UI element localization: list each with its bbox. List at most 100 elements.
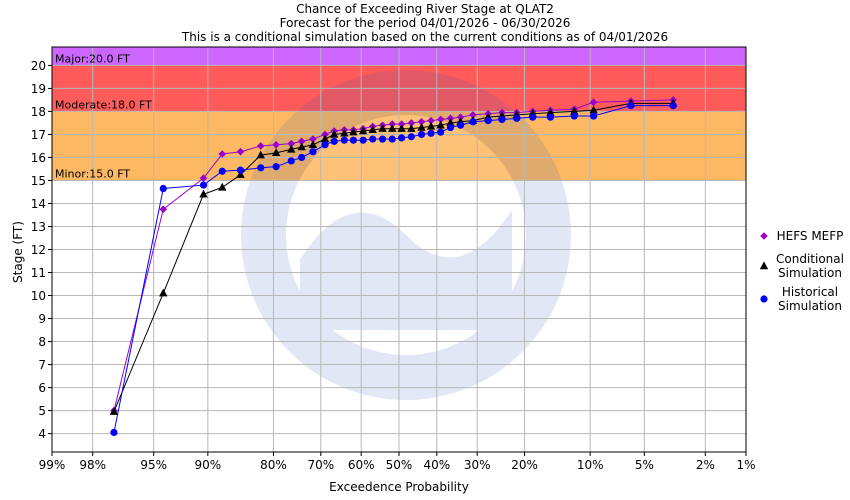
- x-tick-label: 50%: [386, 458, 413, 472]
- data-point-historical-simulation: [287, 157, 295, 165]
- data-point-historical-simulation: [469, 118, 477, 126]
- data-point-conditional-simulation: [358, 126, 368, 135]
- data-point-conditional-simulation: [417, 122, 426, 131]
- y-tick-label: 18: [31, 105, 46, 119]
- legend-marker-historical-simulation: [760, 295, 768, 303]
- data-point-conditional-simulation: [297, 142, 306, 151]
- legend-label-historical-simulation: Historical: [782, 285, 838, 299]
- data-point-conditional-simulation: [570, 106, 579, 115]
- data-point-conditional-simulation: [308, 140, 318, 148]
- grid-lines: [51, 47, 747, 452]
- data-point-conditional-simulation: [378, 124, 387, 132]
- series-layer: [109, 96, 678, 437]
- data-point-historical-simulation: [159, 184, 167, 193]
- data-point-historical-simulation: [388, 135, 396, 143]
- data-point-historical-simulation: [199, 181, 208, 189]
- data-point-hefs-mefp: [427, 116, 435, 125]
- data-point-historical-simulation: [627, 102, 635, 110]
- x-tick-label: 98%: [79, 458, 106, 472]
- data-point-historical-simulation: [330, 137, 338, 145]
- y-tick-label: 7: [38, 358, 46, 372]
- data-point-hefs-mefp: [388, 120, 397, 128]
- data-point-conditional-simulation: [397, 124, 406, 132]
- data-point-historical-simulation: [349, 136, 358, 144]
- x-tick-label: 95%: [140, 458, 167, 472]
- data-point-hefs-mefp: [446, 114, 455, 123]
- data-point-hefs-mefp: [589, 98, 598, 107]
- legend-label-hefs-mefp: HEFS MEFP: [777, 229, 844, 243]
- data-point-historical-simulation: [427, 129, 435, 137]
- y-tick-label: 13: [31, 220, 46, 234]
- noaa-watermark: [241, 70, 571, 400]
- data-point-conditional-simulation: [436, 120, 445, 129]
- data-point-conditional-simulation: [340, 128, 349, 137]
- y-tick-label: 15: [31, 174, 46, 188]
- data-point-conditional-simulation: [349, 127, 358, 136]
- y-tick-label: 20: [31, 59, 46, 73]
- y-tick-label: 10: [31, 289, 46, 303]
- legend-label-historical-simulation: Simulation: [778, 299, 842, 313]
- data-point-conditional-simulation: [236, 170, 245, 178]
- data-point-historical-simulation: [359, 136, 367, 144]
- data-point-historical-simulation: [309, 148, 317, 156]
- y-tick-label: 5: [38, 404, 46, 418]
- data-point-hefs-mefp: [436, 115, 445, 124]
- x-tick-label: 40%: [423, 458, 450, 472]
- data-point-hefs-mefp: [321, 130, 329, 139]
- data-point-conditional-simulation: [287, 144, 296, 153]
- data-point-hefs-mefp: [417, 117, 426, 126]
- data-point-historical-simulation: [446, 123, 455, 132]
- data-point-conditional-simulation: [330, 129, 339, 138]
- data-point-historical-simulation: [298, 153, 306, 162]
- data-point-hefs-mefp: [297, 137, 306, 146]
- data-point-historical-simulation: [340, 136, 348, 144]
- data-point-conditional-simulation: [426, 121, 436, 130]
- data-point-historical-simulation: [484, 117, 492, 125]
- flood-label-minor: Minor:15.0 FT: [55, 167, 130, 180]
- flood-category-labels: Minor:15.0 FT Moderate:18.0 FT Major:20.0 …: [55, 52, 152, 180]
- data-point-hefs-mefp: [199, 174, 208, 182]
- data-point-hefs-mefp: [272, 140, 280, 149]
- data-point-hefs-mefp: [397, 120, 406, 128]
- x-tick-label: 20%: [511, 458, 538, 472]
- data-point-historical-simulation: [369, 135, 377, 143]
- data-point-conditional-simulation: [159, 288, 168, 297]
- y-axis-label: Stage (FT): [11, 221, 25, 283]
- data-point-conditional-simulation: [256, 150, 265, 159]
- data-point-conditional-simulation: [407, 124, 416, 132]
- chart-title: Chance of Exceeding River Stage at QLAT2…: [181, 2, 668, 44]
- y-tick-label: 19: [31, 82, 46, 96]
- data-point-conditional-simulation: [446, 118, 455, 127]
- axes: 4 5 6 7 8 9 10 11 12 13 14 15 16 17 18 19 20 99% 98% 95% 90%…: [31, 46, 756, 472]
- data-point-historical-simulation: [236, 166, 245, 174]
- data-point-historical-simulation: [417, 130, 426, 139]
- data-point-conditional-simulation: [368, 125, 377, 134]
- data-point-historical-simulation: [669, 102, 677, 110]
- x-tick-label: 1%: [736, 458, 755, 472]
- legend-label-conditional-simulation: Simulation: [778, 266, 842, 280]
- data-point-hefs-mefp: [236, 147, 245, 156]
- data-point-historical-simulation: [272, 163, 280, 171]
- x-axis-label: Exceedence Probability: [329, 480, 469, 494]
- data-point-historical-simulation: [218, 167, 226, 175]
- data-point-historical-simulation: [570, 112, 578, 120]
- y-tick-label: 4: [38, 427, 46, 441]
- x-tick-label: 70%: [307, 458, 334, 472]
- chart-title-line-3: This is a conditional simulation based o…: [181, 30, 668, 44]
- x-tick-label: 2%: [696, 458, 715, 472]
- data-point-conditional-simulation: [388, 124, 397, 132]
- data-point-conditional-simulation: [320, 134, 330, 143]
- chart-title-line-2: Forecast for the period 04/01/2026 - 06/…: [280, 16, 571, 30]
- data-point-historical-simulation: [513, 114, 521, 122]
- legend-marker-conditional-simulation: [759, 261, 769, 270]
- data-point-conditional-simulation: [271, 148, 281, 157]
- legend-item-hefs-mefp: HEFS MEFP: [760, 229, 843, 243]
- data-point-conditional-simulation: [218, 182, 227, 191]
- y-tick-label: 6: [38, 381, 46, 395]
- data-point-hefs-mefp: [469, 111, 477, 119]
- data-point-historical-simulation: [257, 164, 265, 172]
- data-point-conditional-simulation: [546, 107, 555, 116]
- y-tick-label: 14: [31, 197, 46, 211]
